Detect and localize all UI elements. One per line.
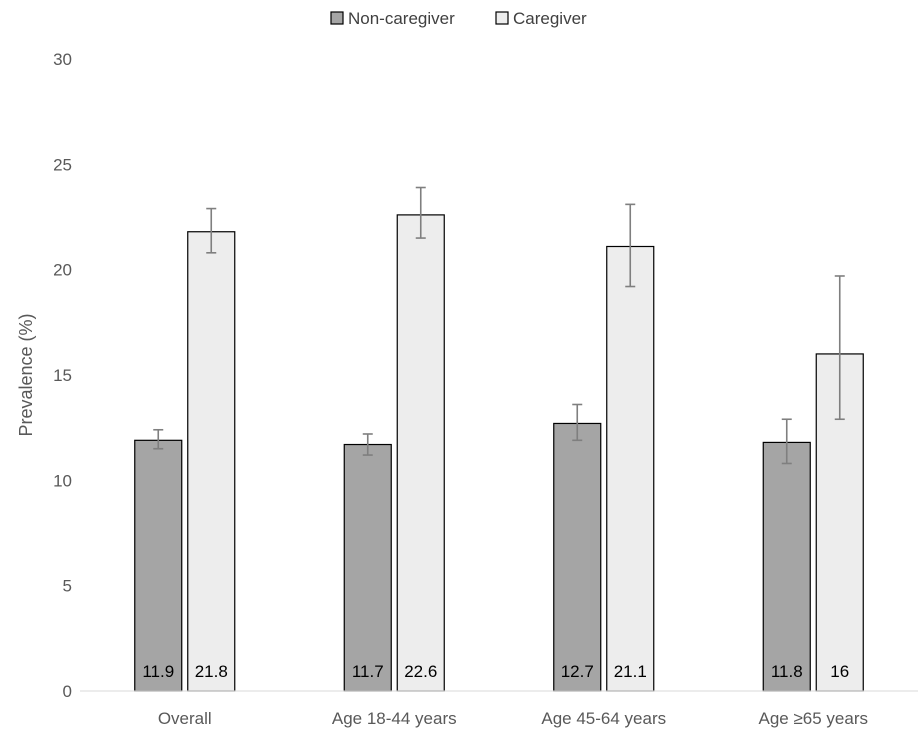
bar-non-caregiver xyxy=(134,439,183,692)
y-tick-label: 15 xyxy=(53,366,72,385)
x-axis-labels: Overall Age 18-44 years Age 45-64 years Age… xyxy=(158,709,868,728)
legend-swatch-non-caregiver xyxy=(330,11,344,25)
y-tick-label: 10 xyxy=(53,471,72,490)
bar-non-caregiver xyxy=(343,443,392,692)
legend-label-caregiver: Caregiver xyxy=(513,9,587,28)
data-label: 16 xyxy=(830,662,849,681)
data-labels: 11.9 21.8 11.7 22.6 12.7 21.1 11.8 16 xyxy=(142,662,849,681)
data-label: 11.8 xyxy=(771,662,803,681)
y-axis-title: Prevalence (%) xyxy=(16,313,36,436)
data-label: 12.7 xyxy=(561,662,594,681)
y-tick-label: 30 xyxy=(53,50,72,69)
x-category-label: Overall xyxy=(158,709,212,728)
bar-non-caregiver xyxy=(553,422,602,692)
legend-label-non-caregiver: Non-caregiver xyxy=(348,9,455,28)
x-category-label: Age 18-44 years xyxy=(332,709,457,728)
y-tick-label: 5 xyxy=(63,577,72,596)
legend-swatch-caregiver xyxy=(495,11,509,25)
y-tick-label: 0 xyxy=(63,682,72,701)
bar-caregiver xyxy=(396,214,445,692)
y-tick-label: 25 xyxy=(53,155,72,174)
legend: Non-caregiver Caregiver xyxy=(330,9,587,28)
bar-non-caregiver xyxy=(762,441,811,692)
y-axis-ticks: 0 5 10 15 20 25 30 xyxy=(53,50,72,701)
x-category-label: Age 45-64 years xyxy=(541,709,666,728)
bars xyxy=(134,214,864,692)
data-label: 21.8 xyxy=(195,662,228,681)
x-category-label: Age ≥65 years xyxy=(758,709,868,728)
data-label: 11.9 xyxy=(142,662,174,681)
bar-caregiver xyxy=(606,245,655,692)
y-tick-label: 20 xyxy=(53,261,72,280)
data-label: 11.7 xyxy=(352,662,384,681)
data-label: 22.6 xyxy=(404,662,437,681)
bar-caregiver xyxy=(187,231,236,692)
error-bars xyxy=(153,186,845,465)
data-label: 21.1 xyxy=(614,662,647,681)
